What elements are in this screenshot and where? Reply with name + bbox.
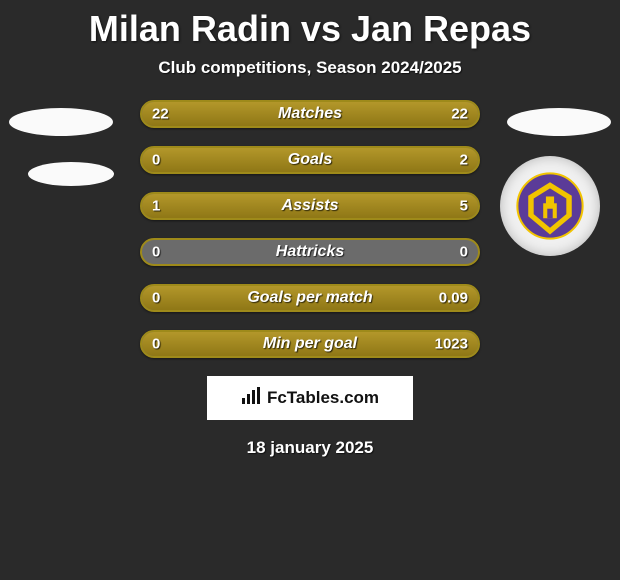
stat-value-right: 1023: [435, 336, 468, 353]
bar-fill-left: [142, 194, 199, 218]
stat-row: 22 Matches 22: [140, 100, 480, 128]
stat-value-left: 1: [152, 198, 160, 215]
stat-label: Min per goal: [263, 335, 357, 353]
stat-value-left: 0: [152, 290, 160, 307]
stat-row: 1 Assists 5: [140, 192, 480, 220]
stat-row: 0 Goals per match 0.09: [140, 284, 480, 312]
club-logo-icon: [516, 172, 584, 240]
subtitle: Club competitions, Season 2024/2025: [0, 58, 620, 78]
stat-value-left: 0: [152, 152, 160, 169]
branding-box: FcTables.com: [207, 376, 413, 420]
bar-fill-right: [199, 194, 478, 218]
stats-area: 22 Matches 22 0 Goals 2 1 Assists 5 0 Hattricks 0 0 G…: [0, 100, 620, 358]
stat-value-right: 22: [451, 106, 468, 123]
stat-row: 0 Hattricks 0: [140, 238, 480, 266]
stat-row: 0 Goals 2: [140, 146, 480, 174]
stat-value-left: 0: [152, 336, 160, 353]
page-title: Milan Radin vs Jan Repas: [0, 0, 620, 50]
infographic-container: Milan Radin vs Jan Repas Club competitio…: [0, 0, 620, 458]
stat-label: Hattricks: [276, 243, 344, 261]
stat-bars: 22 Matches 22 0 Goals 2 1 Assists 5 0 Hattricks 0 0 G…: [140, 100, 480, 358]
player2-badge-shape-a: [507, 108, 611, 136]
player2-club-badge: [500, 156, 600, 256]
player1-badge-shape-a: [9, 108, 113, 136]
stat-label: Goals: [288, 151, 332, 169]
stat-value-right: 0.09: [439, 290, 468, 307]
stat-row: 0 Min per goal 1023: [140, 330, 480, 358]
chart-icon: [241, 387, 261, 410]
stat-value-left: 0: [152, 244, 160, 261]
branding-text: FcTables.com: [267, 388, 379, 408]
stat-value-right: 0: [460, 244, 468, 261]
player1-badge-shape-b: [28, 162, 114, 186]
stat-label: Assists: [282, 197, 339, 215]
stat-label: Matches: [278, 105, 342, 123]
stat-value-right: 2: [460, 152, 468, 169]
date-text: 18 january 2025: [0, 438, 620, 458]
stat-label: Goals per match: [247, 289, 372, 307]
stat-value-left: 22: [152, 106, 169, 123]
stat-value-right: 5: [460, 198, 468, 215]
